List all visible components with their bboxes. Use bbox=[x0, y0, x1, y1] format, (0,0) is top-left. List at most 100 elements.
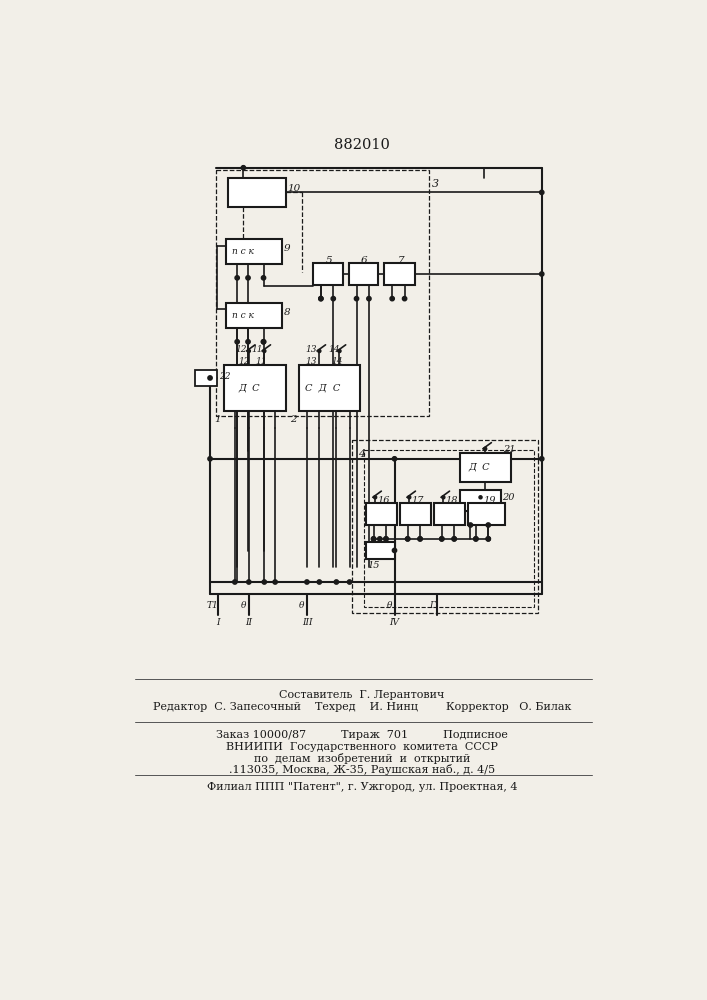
Text: θ: θ bbox=[240, 601, 246, 610]
Text: 11: 11 bbox=[255, 357, 267, 366]
Circle shape bbox=[418, 537, 422, 541]
Circle shape bbox=[486, 537, 491, 541]
Circle shape bbox=[241, 166, 245, 170]
Circle shape bbox=[408, 496, 411, 499]
Circle shape bbox=[479, 496, 482, 499]
Circle shape bbox=[440, 537, 444, 541]
Text: 16: 16 bbox=[378, 496, 390, 505]
Text: 5: 5 bbox=[325, 256, 332, 265]
Circle shape bbox=[452, 537, 456, 541]
Text: 2: 2 bbox=[290, 415, 296, 424]
Bar bbox=[228, 178, 286, 207]
Text: Заказ 10000/87          Тираж  701          Подписное: Заказ 10000/87 Тираж 701 Подписное bbox=[216, 730, 508, 740]
Circle shape bbox=[452, 537, 456, 541]
Circle shape bbox=[418, 537, 422, 541]
Circle shape bbox=[539, 272, 544, 276]
Text: 7: 7 bbox=[397, 256, 404, 265]
Circle shape bbox=[402, 296, 407, 301]
Circle shape bbox=[378, 537, 382, 541]
Text: 10: 10 bbox=[288, 184, 300, 193]
Circle shape bbox=[246, 340, 250, 344]
Text: Г: Г bbox=[428, 601, 435, 610]
Text: 1: 1 bbox=[215, 415, 221, 424]
Bar bbox=[363, 450, 534, 607]
Circle shape bbox=[392, 548, 397, 553]
Circle shape bbox=[474, 537, 478, 541]
Circle shape bbox=[331, 296, 335, 301]
Text: по  делам  изобретений  и  открытий: по делам изобретений и открытий bbox=[254, 753, 470, 764]
Text: 17: 17 bbox=[411, 496, 424, 505]
Circle shape bbox=[371, 537, 375, 541]
Circle shape bbox=[262, 340, 266, 344]
Bar bbox=[460, 453, 510, 482]
Circle shape bbox=[262, 580, 267, 584]
Text: 15: 15 bbox=[368, 561, 380, 570]
Circle shape bbox=[440, 537, 444, 541]
Text: 11: 11 bbox=[251, 345, 262, 354]
Text: 22: 22 bbox=[218, 372, 230, 381]
Text: п с к: п с к bbox=[232, 311, 254, 320]
Text: 8: 8 bbox=[284, 308, 291, 317]
Text: 4: 4 bbox=[358, 449, 366, 459]
Text: 18: 18 bbox=[445, 496, 458, 505]
Text: С  Д  С: С Д С bbox=[305, 383, 341, 392]
Circle shape bbox=[246, 276, 250, 280]
Text: 882010: 882010 bbox=[334, 138, 390, 152]
Circle shape bbox=[262, 276, 266, 280]
Circle shape bbox=[235, 340, 240, 344]
Circle shape bbox=[305, 580, 309, 584]
Text: I: I bbox=[216, 618, 220, 627]
Text: 9: 9 bbox=[284, 244, 291, 253]
Circle shape bbox=[208, 457, 212, 461]
Bar bbox=[460, 490, 501, 511]
Circle shape bbox=[354, 296, 358, 301]
Text: 6: 6 bbox=[361, 256, 368, 265]
Circle shape bbox=[406, 537, 410, 541]
Circle shape bbox=[390, 296, 395, 301]
Bar bbox=[366, 542, 395, 559]
Circle shape bbox=[367, 296, 371, 301]
Bar bbox=[226, 303, 282, 328]
Text: 21: 21 bbox=[503, 445, 515, 454]
Text: 13: 13 bbox=[305, 345, 317, 354]
Bar bbox=[434, 503, 465, 525]
Text: ВНИИПИ  Государственного  комитета  СССР: ВНИИПИ Государственного комитета СССР bbox=[226, 742, 498, 752]
Circle shape bbox=[334, 580, 339, 584]
Circle shape bbox=[247, 580, 251, 584]
Circle shape bbox=[317, 580, 322, 584]
Circle shape bbox=[474, 537, 478, 541]
Bar bbox=[468, 503, 506, 525]
Text: θ: θ bbox=[299, 601, 304, 610]
Text: .113035, Москва, Ж-35, Раушская наб., д. 4/5: .113035, Москва, Ж-35, Раушская наб., д.… bbox=[229, 764, 495, 775]
Circle shape bbox=[442, 496, 445, 499]
Circle shape bbox=[273, 580, 277, 584]
Circle shape bbox=[317, 349, 321, 353]
Bar bbox=[195, 370, 217, 386]
Bar bbox=[352, 440, 538, 613]
Bar bbox=[349, 263, 378, 285]
Bar bbox=[400, 503, 431, 525]
Circle shape bbox=[347, 580, 351, 584]
Circle shape bbox=[371, 537, 375, 541]
Circle shape bbox=[262, 340, 266, 344]
Text: 13: 13 bbox=[305, 357, 317, 366]
Circle shape bbox=[384, 537, 388, 541]
Text: θ: θ bbox=[387, 601, 392, 610]
Circle shape bbox=[406, 537, 410, 541]
Circle shape bbox=[486, 523, 491, 527]
Circle shape bbox=[539, 190, 544, 195]
Circle shape bbox=[247, 349, 250, 353]
Circle shape bbox=[319, 296, 323, 301]
Text: 12: 12 bbox=[235, 345, 247, 354]
Circle shape bbox=[468, 523, 472, 527]
Bar bbox=[299, 365, 360, 411]
Circle shape bbox=[384, 537, 388, 541]
Text: Д  С: Д С bbox=[468, 463, 490, 472]
Circle shape bbox=[392, 457, 397, 461]
Text: III: III bbox=[302, 618, 312, 627]
Text: 20: 20 bbox=[502, 493, 515, 502]
Circle shape bbox=[208, 376, 212, 380]
Bar bbox=[224, 365, 286, 411]
Text: IV: IV bbox=[390, 618, 399, 627]
Text: 19: 19 bbox=[483, 496, 496, 505]
